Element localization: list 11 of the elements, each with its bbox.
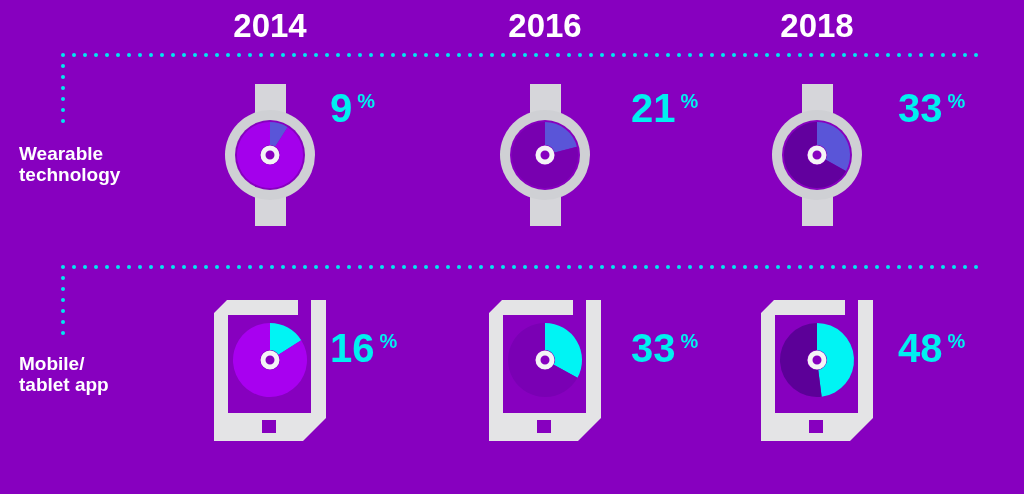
data-label: 16%	[330, 326, 398, 370]
data-label: 48%	[898, 326, 966, 370]
chart-title: 2016	[507, 7, 583, 44]
data-label: 33%	[631, 326, 699, 370]
text: Mobile/tablet app	[19, 353, 110, 395]
chart-title: 2018	[779, 7, 855, 44]
data-label: 9%	[330, 86, 376, 130]
data-label: 21%	[631, 86, 699, 130]
text: Wearable technology	[19, 143, 122, 185]
data-label: 33%	[898, 86, 966, 130]
chart-title: 2014	[232, 7, 308, 44]
